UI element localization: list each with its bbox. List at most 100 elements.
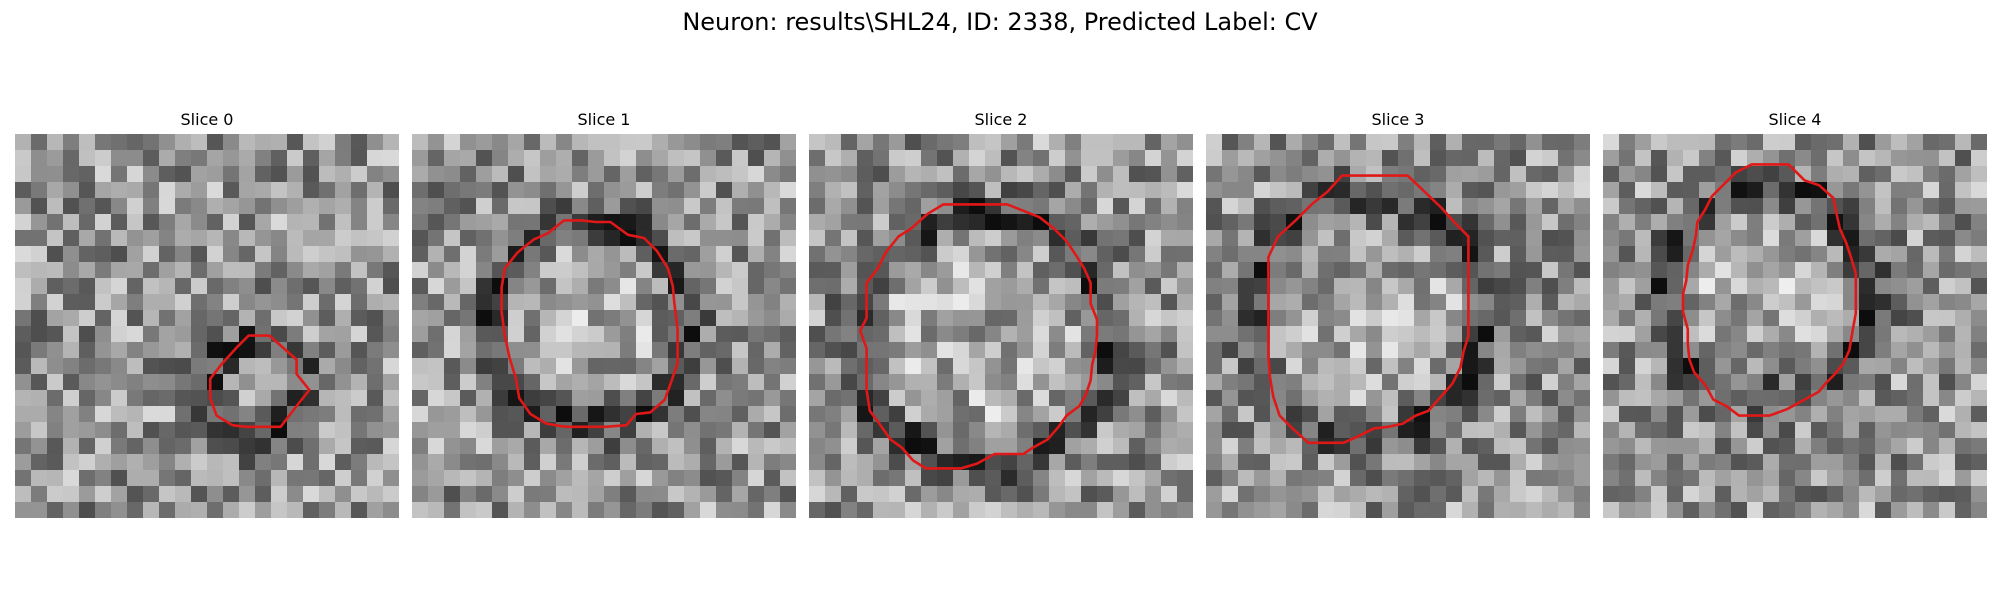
pixel-cell (921, 342, 938, 359)
pixel-cell (1302, 262, 1319, 279)
pixel-cell (1715, 262, 1732, 279)
pixel-cell (1875, 422, 1892, 439)
pixel-cell (1302, 166, 1319, 183)
pixel-cell (383, 502, 399, 518)
pixel-cell (1206, 150, 1223, 167)
pixel-cell (1763, 230, 1780, 247)
pixel-cell (905, 342, 922, 359)
pixel-cell (825, 278, 842, 295)
pixel-cell (985, 358, 1002, 375)
pixel-cell (428, 150, 445, 167)
pixel-cell (668, 214, 685, 231)
pixel-cell (1875, 406, 1892, 423)
pixel-cell (716, 422, 733, 439)
pixel-cell (937, 390, 954, 407)
pixel-cell (1558, 214, 1575, 231)
pixel-cell (1526, 406, 1543, 423)
pixel-cell (1494, 470, 1511, 487)
pixel-cell (239, 262, 256, 279)
pixel-cell (412, 486, 429, 503)
pixel-cell (1843, 454, 1860, 471)
pixel-cell (1238, 198, 1255, 215)
pixel-cell (1177, 358, 1193, 375)
pixel-cell (1446, 454, 1463, 471)
pixel-cell (1430, 214, 1447, 231)
slice-title-1: Slice 1 (577, 110, 631, 129)
pixel-cell (1254, 134, 1271, 151)
pixel-cell (223, 134, 240, 151)
pixel-cell (1446, 246, 1463, 263)
pixel-cell (1907, 150, 1924, 167)
pixel-cell (1382, 150, 1399, 167)
pixel-cell (937, 406, 954, 423)
pixel-cell (1763, 214, 1780, 231)
pixel-cell (1222, 470, 1239, 487)
pixel-cell (1302, 406, 1319, 423)
pixel-cell (716, 486, 733, 503)
pixel-cell (921, 230, 938, 247)
pixel-cell (953, 294, 970, 311)
pixel-cell (1177, 150, 1193, 167)
pixel-cell (1542, 342, 1559, 359)
pixel-cell (31, 166, 48, 183)
pixel-cell (1651, 454, 1668, 471)
pixel-cell (1254, 182, 1271, 199)
pixel-cell (1001, 230, 1018, 247)
pixel-cell (969, 150, 986, 167)
pixel-cell (1414, 486, 1431, 503)
pixel-cell (716, 470, 733, 487)
pixel-cell (841, 262, 858, 279)
pixel-cell (428, 502, 445, 518)
pixel-cell (383, 342, 399, 359)
pixel-cell (383, 486, 399, 503)
pixel-cell (620, 150, 637, 167)
pixel-cell (335, 502, 352, 518)
pixel-cell (937, 486, 954, 503)
pixel-cell (921, 374, 938, 391)
pixel-cell (684, 262, 701, 279)
pixel-cell (716, 358, 733, 375)
pixel-cell (1779, 502, 1796, 518)
pixel-cell (303, 294, 320, 311)
pixel-cell (1177, 486, 1193, 503)
pixel-cell (1254, 390, 1271, 407)
pixel-cell (1222, 454, 1239, 471)
pixel-cell (684, 310, 701, 327)
pixel-cell (1651, 342, 1668, 359)
pixel-cell (303, 182, 320, 199)
pixel-cell (1366, 342, 1383, 359)
pixel-cell (1430, 454, 1447, 471)
pixel-cell (1113, 230, 1130, 247)
pixel-cell (508, 150, 525, 167)
pixel-cell (15, 422, 32, 439)
pixel-cell (335, 438, 352, 455)
pixel-cell (271, 166, 288, 183)
pixel-cell (1478, 310, 1495, 327)
pixel-cell (1017, 278, 1034, 295)
pixel-cell (1939, 390, 1956, 407)
pixel-cell (1651, 502, 1668, 518)
pixel-cell (79, 422, 96, 439)
pixel-cell (1097, 358, 1114, 375)
pixel-cell (492, 182, 509, 199)
pixel-cell (127, 374, 144, 391)
pixel-cell (271, 342, 288, 359)
pixel-cell (1177, 438, 1193, 455)
pixel-cell (937, 358, 954, 375)
pixel-cell (111, 198, 128, 215)
pixel-cell (1651, 486, 1668, 503)
pixel-cell (1129, 230, 1146, 247)
pixel-cell (79, 134, 96, 151)
pixel-cell (476, 390, 493, 407)
pixel-cell (1462, 166, 1479, 183)
pixel-cell (1350, 230, 1367, 247)
pixel-cell (1382, 326, 1399, 343)
pixel-cell (1619, 454, 1636, 471)
pixel-cell (1603, 134, 1620, 151)
pixel-cell (572, 342, 589, 359)
pixel-cell (508, 294, 525, 311)
pixel-cell (905, 390, 922, 407)
pixel-cell (684, 502, 701, 518)
pixel-cell (1558, 182, 1575, 199)
pixel-cell (1603, 166, 1620, 183)
